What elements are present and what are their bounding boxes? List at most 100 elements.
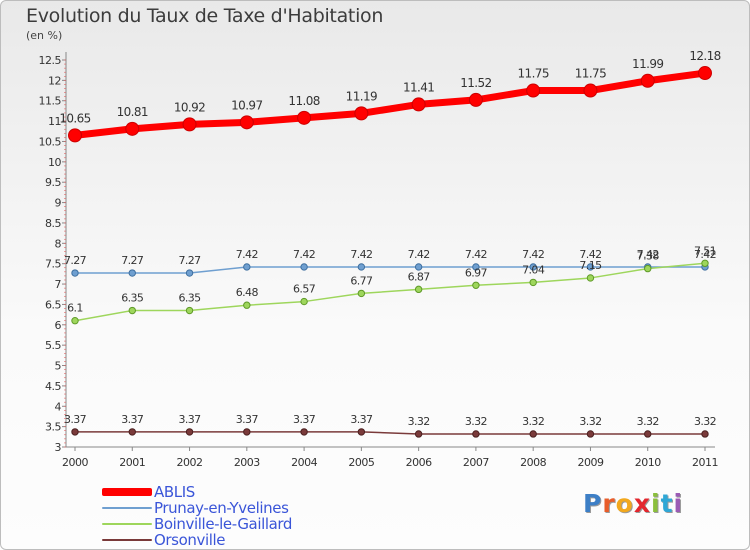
x-tick-label: 2004 [291, 456, 317, 469]
data-label: 6.35 [121, 292, 144, 305]
logo-letter: i [673, 489, 684, 518]
y-tick-label: 10 [48, 156, 61, 169]
data-point [185, 428, 194, 436]
data-point [300, 297, 308, 306]
proxiti-logo: Proxiti [583, 489, 683, 518]
data-label: 3.37 [293, 413, 316, 426]
data-point [529, 430, 537, 438]
data-label: 6.97 [465, 266, 488, 279]
data-label: 3.37 [64, 413, 87, 426]
y-tick-label: 4.5 [45, 380, 61, 393]
data-point [640, 73, 655, 88]
data-label: 7.42 [465, 248, 487, 261]
x-tick-label: 2006 [406, 456, 432, 469]
legend-swatch [102, 488, 152, 496]
logo-letter: o [615, 489, 634, 518]
x-tick-label: 2011 [692, 456, 718, 469]
data-label: 6.57 [293, 283, 316, 296]
data-point [586, 263, 595, 271]
data-point [68, 128, 82, 143]
data-point [128, 306, 136, 315]
y-tick-label: 9 [55, 197, 62, 210]
data-point [644, 430, 652, 438]
x-tick-label: 2008 [520, 456, 546, 469]
data-point [182, 117, 197, 132]
series-line [74, 262, 706, 322]
data-point [300, 263, 308, 271]
data-label: 11.99 [632, 57, 663, 71]
data-point [701, 259, 709, 267]
x-tick-label: 2007 [463, 456, 489, 469]
data-label: 11.19 [346, 89, 377, 103]
data-point [644, 264, 652, 273]
data-label: 10.65 [59, 111, 90, 125]
data-point [698, 66, 712, 81]
data-label: 3.37 [178, 413, 201, 426]
data-point [128, 269, 136, 277]
data-point [128, 428, 136, 436]
data-label: 7.42 [350, 248, 372, 261]
y-tick-label: 3.5 [45, 421, 61, 434]
legend-swatch [102, 507, 152, 509]
y-tick-label: 12.5 [39, 54, 62, 67]
data-point [185, 269, 194, 277]
series-line [74, 266, 706, 274]
data-label: 7.42 [293, 248, 315, 261]
data-point [185, 306, 194, 315]
legend-label: Orsonville [154, 531, 226, 549]
data-point [411, 97, 426, 112]
data-label: 7.42 [522, 248, 544, 261]
data-label: 11.41 [403, 80, 434, 94]
data-point [357, 289, 366, 298]
legend-swatch [102, 523, 152, 525]
x-tick-label: 2005 [348, 456, 374, 469]
series-line [71, 69, 709, 139]
y-tick-label: 10.5 [39, 135, 62, 148]
x-tick-label: 2001 [119, 456, 145, 469]
data-point [583, 83, 598, 98]
x-tick-label: 2000 [62, 456, 88, 469]
y-tick-label: 7 [55, 278, 62, 291]
chart-title: Evolution du Taux de Taxe d'Habitation [26, 5, 384, 27]
data-label: 3.37 [121, 413, 144, 426]
data-label: 7.42 [236, 248, 258, 261]
data-label: 6.87 [408, 270, 431, 283]
data-label: 7.27 [121, 254, 144, 267]
data-label: 11.08 [288, 94, 319, 108]
data-label: 11.52 [460, 76, 491, 90]
data-label: 7.27 [64, 254, 87, 267]
data-label: 3.37 [350, 413, 373, 426]
data-label: 7.27 [178, 254, 201, 267]
data-point [414, 285, 423, 294]
y-tick-label: 8 [55, 237, 62, 250]
logo-letter: P [583, 489, 603, 518]
data-label: 3.32 [579, 415, 601, 428]
data-point [71, 428, 79, 436]
data-point [297, 110, 312, 125]
data-label: 7.42 [694, 248, 716, 261]
data-point [300, 428, 308, 436]
data-point [239, 115, 254, 130]
data-label: 7.42 [637, 248, 659, 261]
data-point [529, 278, 537, 287]
y-tick-label: 9.5 [45, 176, 61, 189]
y-tick-label: 12 [48, 74, 61, 87]
data-label: 3.32 [522, 415, 544, 428]
data-point [243, 301, 251, 309]
data-label: 3.32 [637, 415, 659, 428]
logo-letter: t [660, 489, 674, 518]
data-label: 6.35 [178, 292, 201, 305]
data-point [586, 430, 595, 438]
data-label: 10.81 [117, 105, 148, 119]
y-tick-label: 5 [55, 360, 62, 373]
x-tick-label: 2009 [577, 456, 603, 469]
data-label: 3.32 [694, 415, 716, 428]
data-label: 10.97 [231, 98, 262, 112]
data-point [468, 92, 483, 107]
data-point [586, 274, 595, 282]
legend-swatch [102, 539, 152, 541]
legend-label: Prunay-en-Yvelines [154, 499, 289, 517]
data-point [125, 121, 140, 136]
logo-letter: i [651, 489, 661, 518]
